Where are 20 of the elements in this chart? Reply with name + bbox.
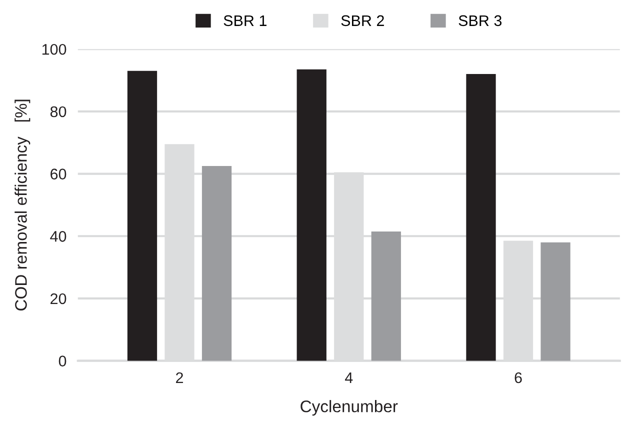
y-tick-label: 40 <box>50 231 66 242</box>
y-tick-label: 60 <box>50 168 66 180</box>
bar <box>202 166 232 361</box>
bar <box>371 231 401 361</box>
legend-label: SBR 2 <box>341 15 384 26</box>
x-tick-label: 2 <box>176 372 183 383</box>
x-axis-title: Cyclenumber <box>300 400 398 416</box>
y-tick-label: 80 <box>50 106 66 118</box>
x-tick-label: 4 <box>344 372 353 383</box>
bar <box>540 242 570 361</box>
y-tick-label: 100 <box>42 44 66 55</box>
legend-label: SBR 1 <box>224 15 266 26</box>
x-tick-label: 6 <box>514 372 522 384</box>
y-tick-label: 0 <box>58 356 66 366</box>
legend-label: SBR 3 <box>458 15 502 26</box>
y-axis-title: COD removal efficiency [%] <box>14 100 30 310</box>
bar <box>296 69 326 361</box>
y-tick-label: 20 <box>50 293 66 304</box>
bar <box>127 70 158 361</box>
bar <box>466 74 496 361</box>
